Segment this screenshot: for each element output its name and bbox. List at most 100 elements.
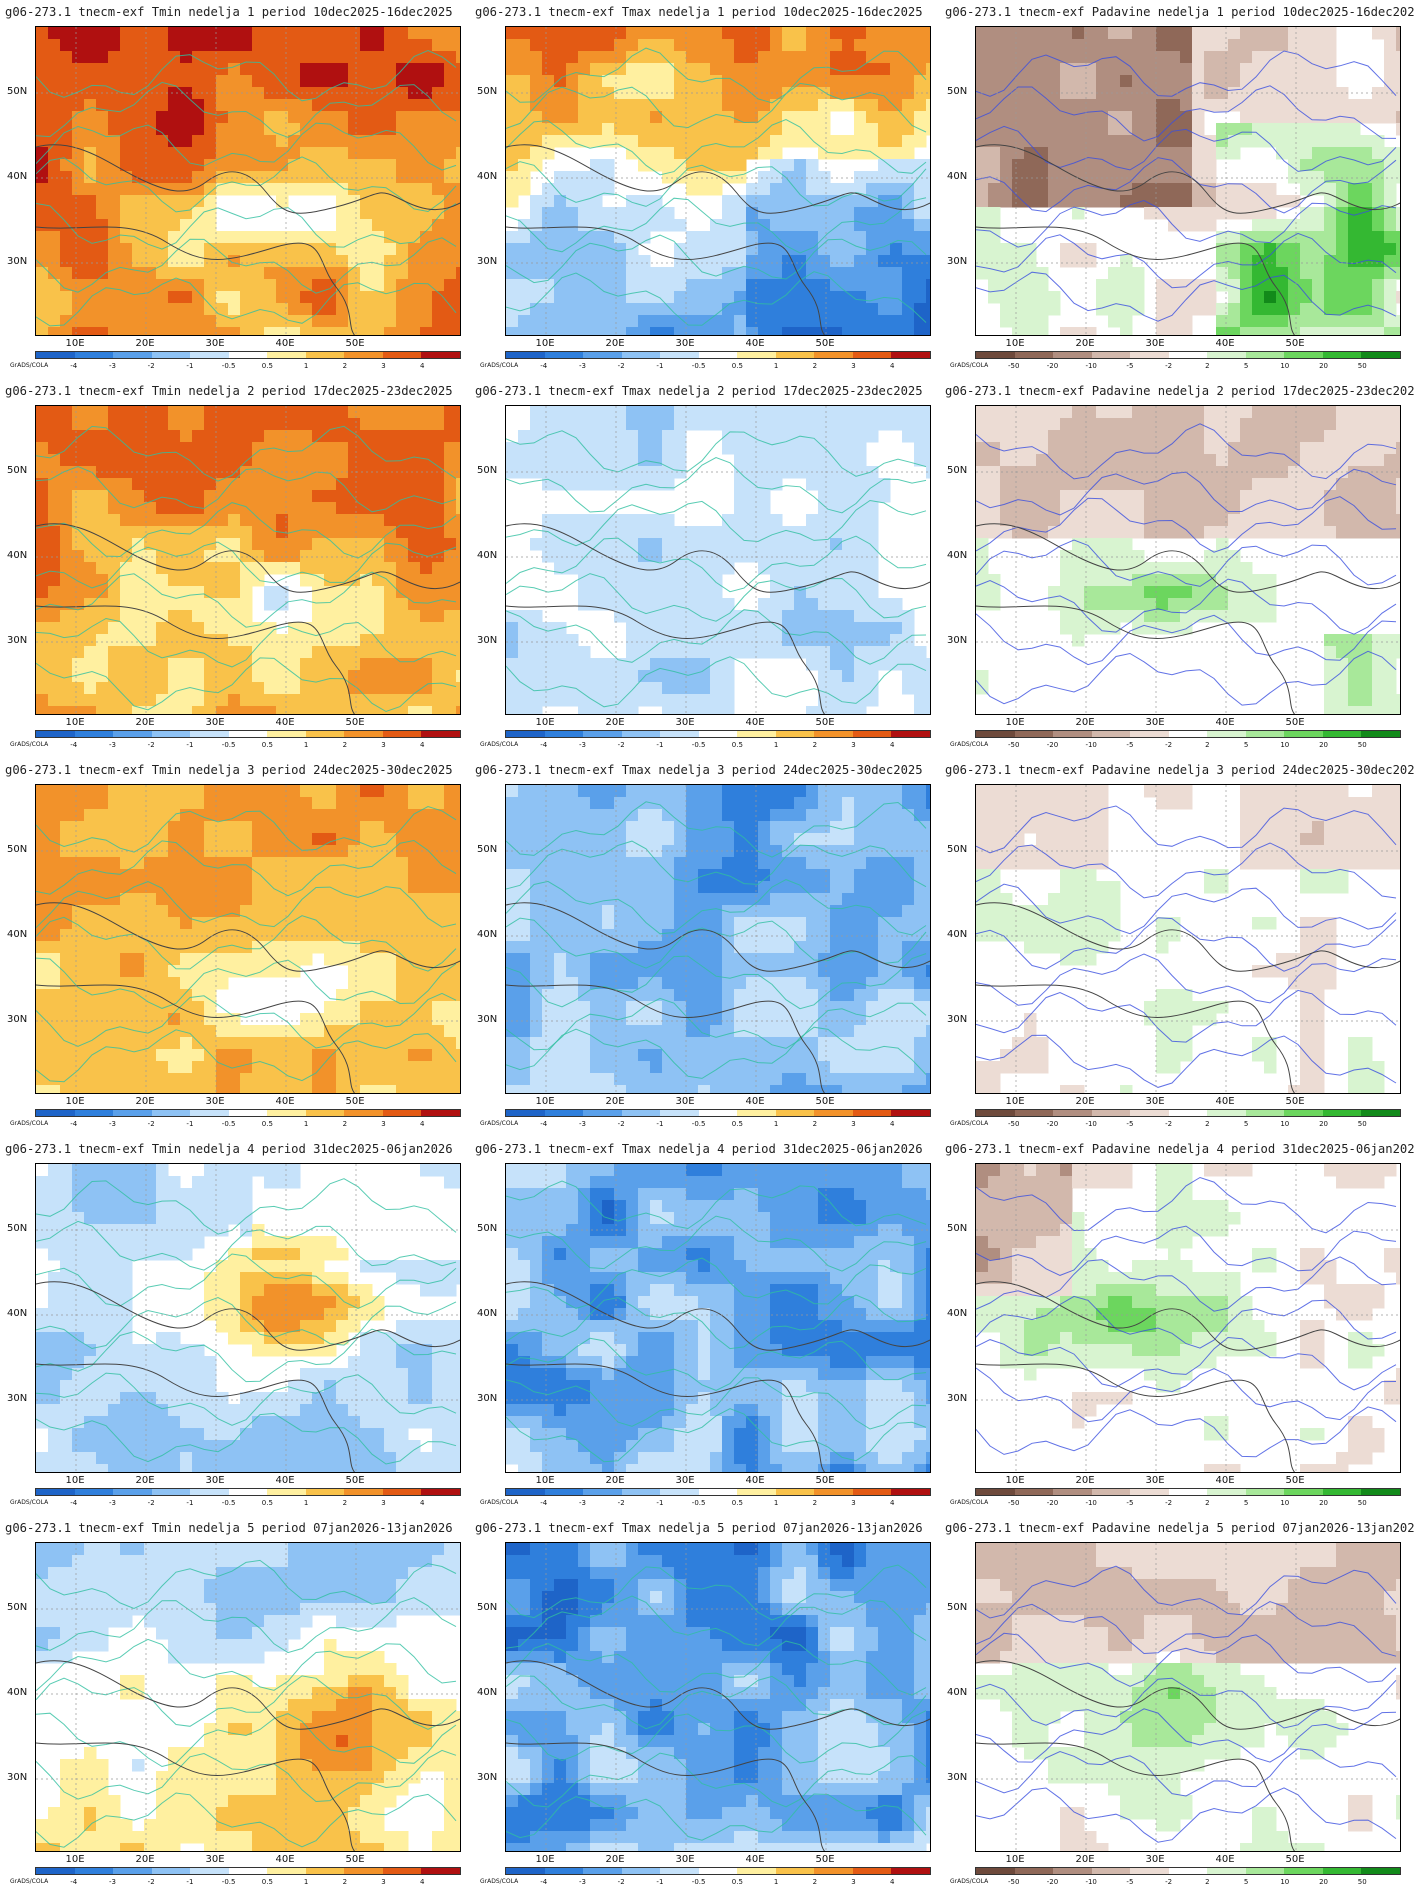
anomaly-cell xyxy=(698,147,711,160)
anomaly-cell xyxy=(614,255,627,268)
anomaly-cell xyxy=(506,171,519,184)
anomaly-cell xyxy=(1252,51,1265,64)
anomaly-cell xyxy=(84,610,97,623)
anomaly-cell xyxy=(854,598,867,611)
anomaly-cell xyxy=(698,135,711,148)
anomaly-cell xyxy=(180,634,193,647)
anomaly-cell xyxy=(384,694,397,707)
anomaly-cell xyxy=(818,39,831,52)
colorbar-swatch xyxy=(1130,731,1169,737)
anomaly-cell xyxy=(746,646,759,659)
anomaly-cell xyxy=(854,610,867,623)
anomaly-cell xyxy=(1276,123,1289,136)
coastline xyxy=(506,226,826,335)
anomaly-cell xyxy=(1216,255,1229,268)
colorbar-swatch xyxy=(382,352,422,358)
anomaly-cell xyxy=(722,646,735,659)
anomaly-cell xyxy=(1228,610,1241,623)
anomaly-cell xyxy=(144,75,157,88)
anomaly-cell xyxy=(1096,183,1109,196)
anomaly-cell xyxy=(192,478,205,491)
anomaly-cell xyxy=(866,598,879,611)
anomaly-cell xyxy=(456,538,460,551)
anomaly-cell xyxy=(1288,219,1301,232)
anomaly-cell xyxy=(1132,135,1145,148)
anomaly-cell xyxy=(842,27,855,40)
anomaly-cell xyxy=(456,526,460,539)
anomaly-cell xyxy=(554,255,567,268)
anomaly-cell xyxy=(1348,406,1361,419)
anomaly-cell xyxy=(1108,291,1121,304)
anomaly-cell xyxy=(444,706,457,714)
anomaly-cell xyxy=(108,526,121,539)
anomaly-cell xyxy=(1216,586,1229,599)
anomaly-cell xyxy=(638,538,651,551)
anomaly-cell xyxy=(1228,279,1241,292)
anomaly-cell xyxy=(216,442,229,455)
anomaly-cell xyxy=(228,586,241,599)
anomaly-cell xyxy=(914,87,927,100)
anomaly-cell xyxy=(1192,135,1205,148)
anomaly-cell xyxy=(336,255,349,268)
anomaly-cell xyxy=(1228,315,1241,328)
anomaly-cell xyxy=(1060,586,1073,599)
anomaly-cell xyxy=(542,634,555,647)
colorbar-tick-label: -0.5 xyxy=(221,362,236,370)
anomaly-cell xyxy=(228,430,241,443)
anomaly-cell xyxy=(1000,159,1013,172)
anomaly-cell xyxy=(216,159,229,172)
anomaly-cell xyxy=(1120,406,1133,419)
anomaly-cell xyxy=(360,598,373,611)
anomaly-cell xyxy=(96,147,109,160)
anomaly-cell xyxy=(204,303,217,316)
anomaly-cell xyxy=(626,315,639,328)
anomaly-cell xyxy=(156,207,169,220)
anomaly-cell xyxy=(662,598,675,611)
anomaly-cell xyxy=(84,39,97,52)
anomaly-cell xyxy=(204,159,217,172)
anomaly-cell xyxy=(180,63,193,76)
anomaly-cell xyxy=(432,315,445,328)
anomaly-cell xyxy=(602,99,615,112)
anomaly-cell xyxy=(1060,622,1073,635)
anomaly-cell xyxy=(72,51,85,64)
anomaly-cell xyxy=(420,562,433,575)
colorbar-tick-label: 4 xyxy=(420,362,425,370)
anomaly-cell xyxy=(722,135,735,148)
anomaly-cell xyxy=(1132,454,1145,467)
anomaly-cell xyxy=(890,39,903,52)
grads-credit: GrADS/COLA xyxy=(480,362,519,369)
anomaly-cell xyxy=(530,255,543,268)
anomaly-cell xyxy=(530,706,543,714)
anomaly-cell xyxy=(566,243,579,256)
anomaly-cell xyxy=(854,219,867,232)
anomaly-cell xyxy=(602,430,615,443)
anomaly-cell xyxy=(686,327,699,335)
latitude-label: 30N xyxy=(7,256,28,267)
anomaly-cell xyxy=(1384,279,1397,292)
anomaly-cell xyxy=(638,111,651,124)
anomaly-cell xyxy=(842,303,855,316)
anomaly-cell xyxy=(1288,514,1301,527)
anomaly-cell xyxy=(818,243,831,256)
anomaly-cell xyxy=(854,111,867,124)
anomaly-cell xyxy=(782,123,795,136)
anomaly-cell xyxy=(1348,478,1361,491)
anomaly-cell xyxy=(84,255,97,268)
anomaly-cell xyxy=(384,111,397,124)
anomaly-cell xyxy=(180,490,193,503)
anomaly-cell xyxy=(228,622,241,635)
anomaly-cell xyxy=(566,99,579,112)
anomaly-cell xyxy=(818,454,831,467)
anomaly-cell xyxy=(96,63,109,76)
anomaly-cell xyxy=(866,123,879,136)
anomaly-cell xyxy=(444,63,457,76)
anomaly-cell xyxy=(1156,279,1169,292)
anomaly-cell xyxy=(878,267,891,280)
anomaly-cell xyxy=(782,75,795,88)
anomaly-cell xyxy=(252,75,265,88)
anomaly-cell xyxy=(518,706,531,714)
colorbar-tick-label: 0.5 xyxy=(261,741,273,749)
anomaly-cell xyxy=(1072,526,1085,539)
anomaly-cell xyxy=(456,315,460,328)
